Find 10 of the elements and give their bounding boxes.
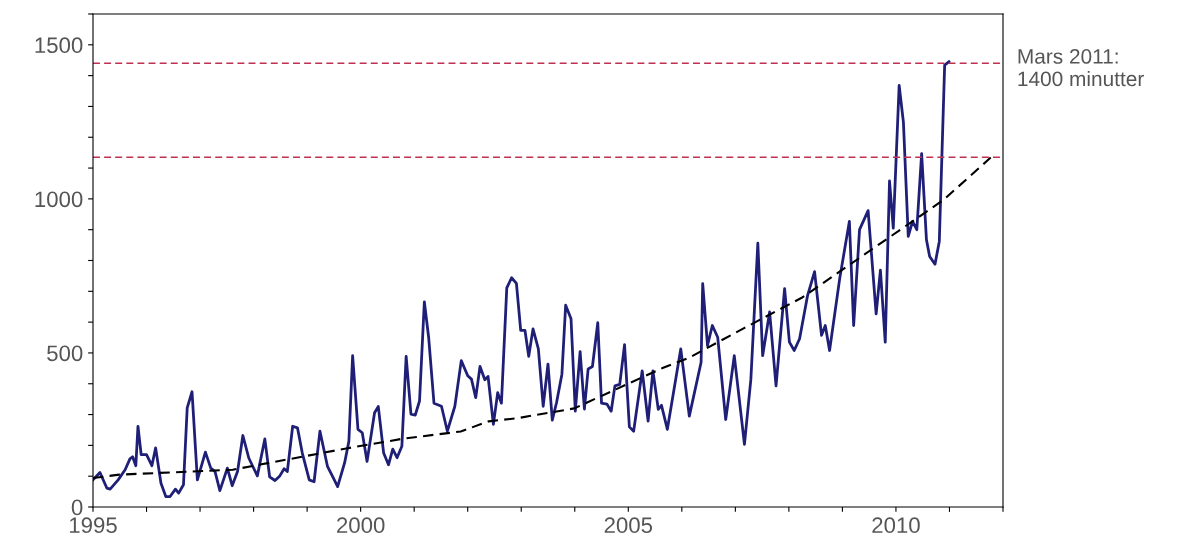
text: Mars 2011: 1400 minutter: [1018, 49, 1144, 87]
y-tick-label: 500: [47, 345, 83, 362]
y-tick-label: 1000: [35, 191, 83, 208]
x-tick-label: 2010: [872, 517, 920, 534]
y-tick-label: 0: [71, 499, 83, 516]
y-tick-label: 1500: [35, 37, 83, 54]
x-tick-label: 2000: [337, 517, 385, 534]
x-tick-label: 2005: [604, 517, 653, 534]
x-tick-label: 1995: [69, 517, 117, 534]
line-series: [93, 60, 951, 498]
